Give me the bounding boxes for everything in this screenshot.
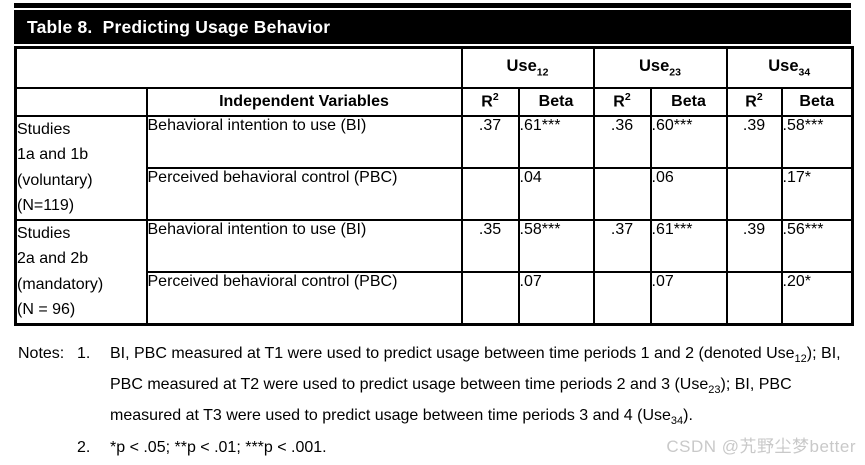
value-cell: .61***	[649, 218, 728, 273]
table-title: Table 8. Predicting Usage Behavior	[14, 10, 851, 44]
notes-label: Notes:	[18, 345, 65, 362]
beta-header-use34: Beta	[780, 86, 854, 117]
value-cell: .56***	[780, 218, 854, 273]
variable-cell: Behavioral intention to use (BI)	[145, 218, 463, 273]
note-1-number: 1.	[77, 345, 91, 362]
value-cell: .37	[460, 114, 520, 169]
studies-group1-cell: Studies 1a and 1b (voluntary) (N=119)	[14, 114, 148, 221]
table-row-group1-bi: Studies 1a and 1b (voluntary) (N=119) Be…	[14, 114, 854, 221]
value-cell: .20*	[780, 270, 854, 326]
use34-subscript: 34	[798, 66, 811, 79]
value-cell: .04	[517, 166, 595, 221]
value-cell	[725, 166, 783, 221]
value-cell: .36	[592, 114, 652, 169]
use34-header: Use34	[725, 46, 854, 89]
beta-header-use23: Beta	[649, 86, 728, 117]
use34-subscript: 34	[670, 415, 684, 428]
value-cell	[592, 270, 652, 326]
study-line: (voluntary)	[17, 171, 93, 189]
value-cell: .37	[592, 218, 652, 273]
variable-cell: Behavioral intention to use (BI)	[145, 114, 463, 169]
r2-header-use23: R2	[592, 86, 652, 117]
use23-label: Use	[639, 57, 670, 76]
note-2: 2. *p < .05; **p < .01; ***p < .001.	[18, 435, 856, 461]
value-cell: .39	[725, 114, 783, 169]
use23-header: Use23	[592, 46, 728, 89]
use12-header: Use12	[460, 46, 595, 89]
value-cell: .60***	[649, 114, 728, 169]
value-cell: .17*	[780, 166, 854, 221]
beta-header-use12: Beta	[517, 86, 595, 117]
value-cell	[460, 270, 520, 326]
study-line: Studies	[17, 120, 71, 138]
use12-label: Use	[506, 57, 537, 76]
study-line: (N=119)	[17, 197, 75, 214]
table-top-rule	[14, 3, 851, 8]
table-row-group2-bi: Studies 2a and 2b (mandatory) (N = 96) B…	[14, 218, 854, 325]
independent-variables-header: Independent Variables	[145, 86, 463, 117]
use-group-header-row: Use12 Use23 Use34	[14, 46, 854, 89]
header-spacer-cell	[14, 46, 463, 89]
value-cell: .61***	[517, 114, 595, 169]
study-line: (mandatory)	[17, 275, 104, 293]
value-cell	[592, 166, 652, 221]
value-cell: .35	[460, 218, 520, 273]
value-cell	[460, 166, 520, 221]
value-cell: .07	[649, 270, 728, 326]
table-row-group1-pbc: Perceived behavioral control (PBC) .04 .…	[16, 166, 854, 221]
study-line: 2a and 2b	[17, 250, 89, 267]
value-cell: .39	[725, 218, 783, 273]
r2-header-use12: R2	[460, 86, 520, 117]
studies-group2-cell: Studies 2a and 2b (mandatory) (N = 96)	[14, 218, 148, 325]
notes-section: Notes: 1. BI, PBC measured at T1 were us…	[18, 341, 856, 461]
note-1-text: BI, PBC measured at T1 were used to pred…	[110, 345, 841, 428]
r2-header-use34: R2	[725, 86, 783, 117]
studies-header-cell	[14, 86, 148, 117]
value-cell: .07	[517, 270, 595, 326]
table-8-container: Table 8. Predicting Usage Behavior Use12…	[14, 3, 854, 326]
variable-cell: Perceived behavioral control (PBC)	[145, 166, 463, 221]
value-cell: .58***	[780, 114, 854, 169]
study-line: (N = 96)	[17, 301, 76, 318]
usage-behavior-table: Use12 Use23 Use34 Independent Variables …	[14, 46, 854, 326]
use34-label: Use	[768, 57, 799, 76]
note-2-number: 2.	[77, 438, 91, 456]
column-header-row: Independent Variables R2 Beta R2 Beta R2…	[14, 86, 854, 117]
value-cell: .06	[649, 166, 728, 221]
study-line: 1a and 1b	[17, 146, 89, 163]
variable-cell: Perceived behavioral control (PBC)	[145, 270, 463, 326]
value-cell: .58***	[517, 218, 595, 273]
csdn-watermark: CSDN @艽野尘梦better	[666, 437, 856, 456]
note-2-text: *p < .05; **p < .01; ***p < .001.	[110, 438, 327, 456]
use12-subscript: 12	[536, 66, 549, 79]
value-cell	[725, 270, 783, 326]
study-line: Studies	[17, 224, 71, 242]
use23-subscript: 23	[669, 66, 681, 79]
table-row-group2-pbc: Perceived behavioral control (PBC) .07 .…	[16, 270, 854, 326]
use12-subscript: 12	[794, 353, 807, 366]
note-1: Notes: 1. BI, PBC measured at T1 were us…	[18, 341, 856, 435]
use23-subscript: 23	[708, 384, 721, 397]
